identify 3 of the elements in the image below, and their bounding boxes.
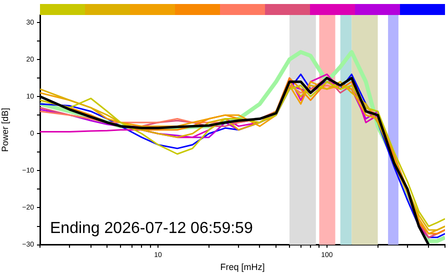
y-axis-title: Power [dB] [0,108,10,152]
annotation: Ending 2026-07-12 06:59:59 [50,220,253,238]
x-axis-title: Freq [mHz] [220,262,265,272]
